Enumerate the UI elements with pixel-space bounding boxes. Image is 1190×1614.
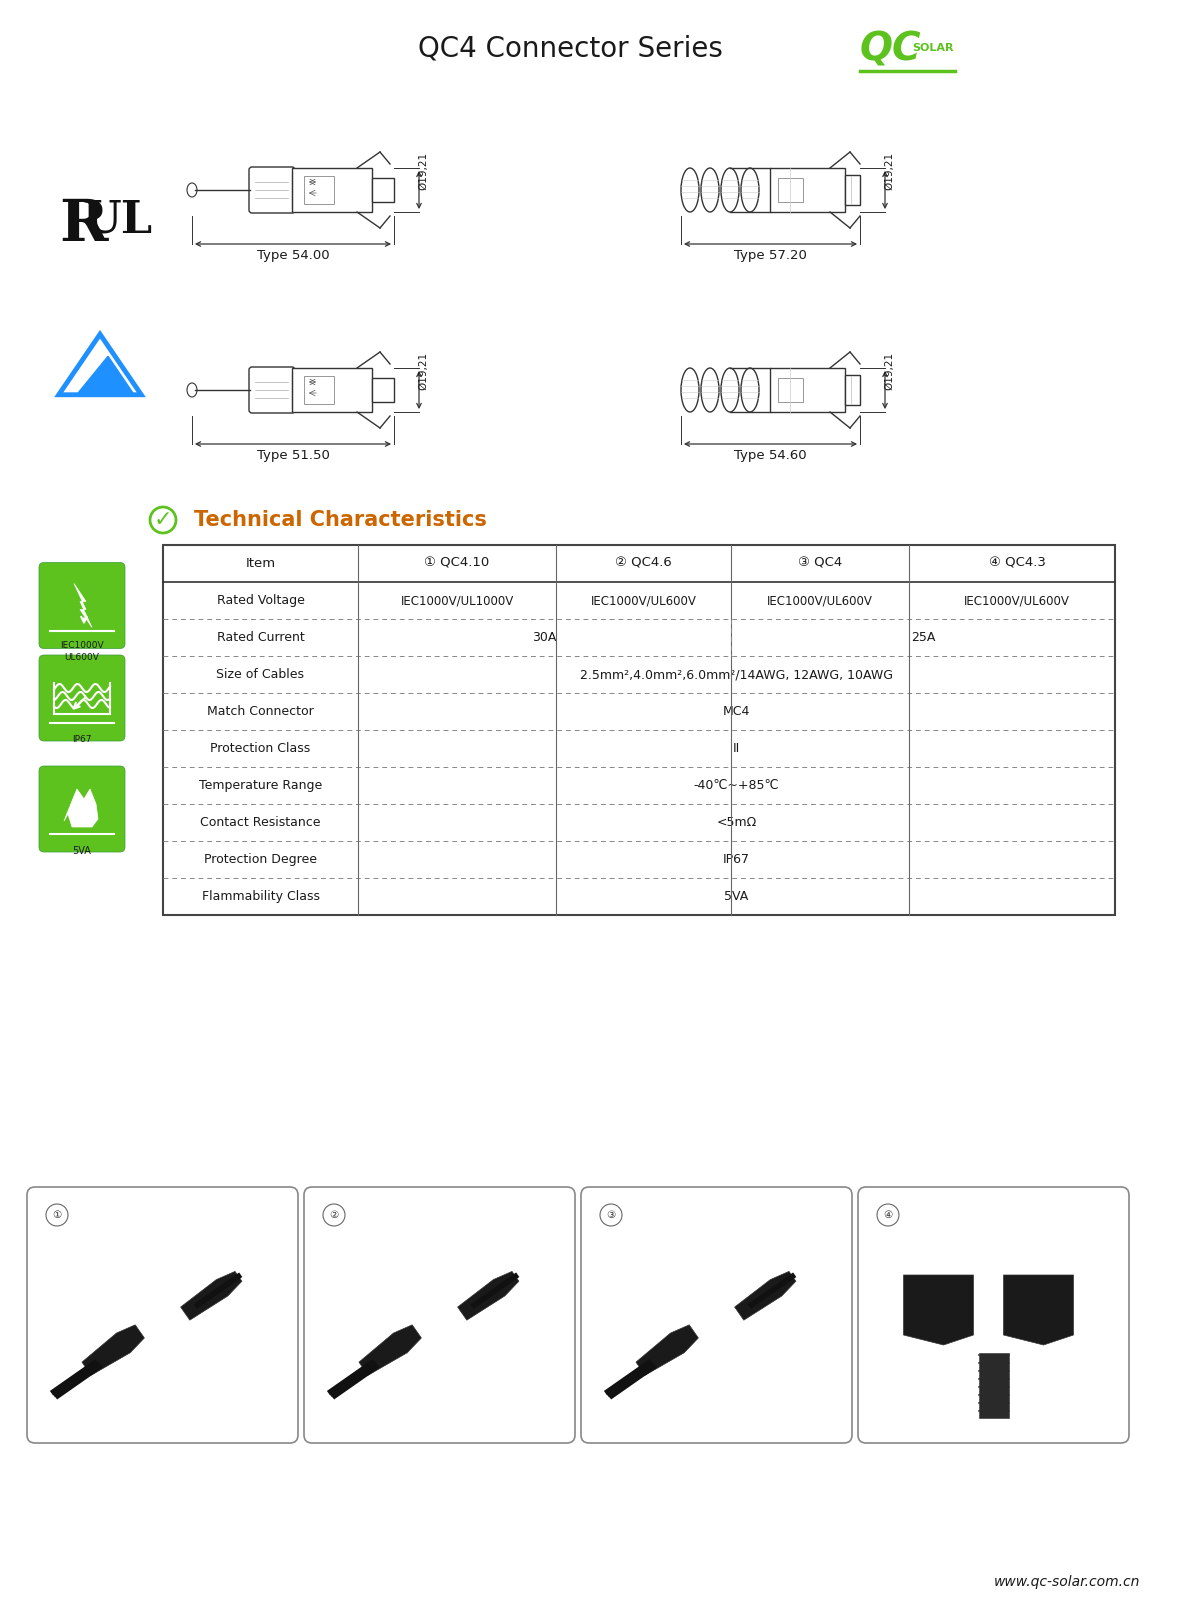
Text: IP67: IP67 <box>724 854 750 867</box>
Text: Type 57.20: Type 57.20 <box>734 249 807 261</box>
Text: Ø19,21: Ø19,21 <box>418 152 428 190</box>
Text: R: R <box>58 197 107 253</box>
Text: Item: Item <box>245 557 276 570</box>
Text: -40℃~+85℃: -40℃~+85℃ <box>694 780 779 792</box>
FancyBboxPatch shape <box>39 655 125 741</box>
Bar <box>303 176 334 203</box>
Text: IEC1000V/UL1000V: IEC1000V/UL1000V <box>400 594 514 607</box>
Text: QC4 Connector Series: QC4 Connector Series <box>418 34 722 61</box>
Text: IEC1000V/UL600V: IEC1000V/UL600V <box>964 594 1070 607</box>
Text: II: II <box>733 742 740 755</box>
Polygon shape <box>359 1325 421 1375</box>
Polygon shape <box>458 1272 519 1320</box>
Text: Ø19,21: Ø19,21 <box>884 152 894 190</box>
Text: ③: ③ <box>607 1210 615 1220</box>
Text: 5VA: 5VA <box>725 889 749 902</box>
Text: Ø19,21: Ø19,21 <box>884 352 894 391</box>
FancyBboxPatch shape <box>581 1186 852 1443</box>
FancyBboxPatch shape <box>27 1186 298 1443</box>
Ellipse shape <box>681 168 699 211</box>
Text: UL: UL <box>83 199 154 242</box>
Text: Type 51.50: Type 51.50 <box>257 449 330 462</box>
Ellipse shape <box>721 168 739 211</box>
Text: <5mΩ: <5mΩ <box>716 817 757 830</box>
Text: Technical Characteristics: Technical Characteristics <box>194 510 487 529</box>
Text: 30A: 30A <box>532 631 557 644</box>
Polygon shape <box>181 1272 242 1320</box>
Bar <box>778 178 803 202</box>
FancyBboxPatch shape <box>249 166 295 213</box>
Text: ④ QC4.3: ④ QC4.3 <box>989 557 1046 570</box>
Bar <box>292 368 372 412</box>
Bar <box>778 378 803 402</box>
Ellipse shape <box>721 368 739 412</box>
Ellipse shape <box>187 182 198 197</box>
Text: Type 54.60: Type 54.60 <box>734 449 807 462</box>
Bar <box>372 178 394 202</box>
Polygon shape <box>903 1275 973 1344</box>
Text: Protection Degree: Protection Degree <box>203 854 317 867</box>
FancyBboxPatch shape <box>303 1186 575 1443</box>
Text: ✓: ✓ <box>154 510 173 529</box>
Text: Match Connector: Match Connector <box>207 705 314 718</box>
Text: Type 54.00: Type 54.00 <box>257 249 330 261</box>
Text: ④: ④ <box>883 1210 892 1220</box>
Text: IP67: IP67 <box>73 734 92 744</box>
Text: Rated Current: Rated Current <box>217 631 305 644</box>
Ellipse shape <box>701 368 719 412</box>
FancyBboxPatch shape <box>39 563 125 649</box>
Bar <box>770 168 845 211</box>
Polygon shape <box>82 1325 144 1375</box>
Text: Size of Cables: Size of Cables <box>217 668 305 681</box>
Text: SOLAR: SOLAR <box>912 44 953 53</box>
Bar <box>372 378 394 402</box>
Text: ② QC4.6: ② QC4.6 <box>615 557 672 570</box>
Ellipse shape <box>187 383 198 397</box>
Text: IEC1000V: IEC1000V <box>61 641 104 650</box>
Text: Contact Resistance: Contact Resistance <box>200 817 321 830</box>
Text: 25A: 25A <box>910 631 935 644</box>
Text: Protection Class: Protection Class <box>211 742 311 755</box>
Polygon shape <box>79 357 133 394</box>
Text: UL600V: UL600V <box>64 654 100 662</box>
Text: Temperature Range: Temperature Range <box>199 780 322 792</box>
Bar <box>845 374 860 405</box>
FancyBboxPatch shape <box>39 767 125 852</box>
FancyBboxPatch shape <box>249 366 295 413</box>
Ellipse shape <box>741 368 759 412</box>
Bar <box>163 546 1115 915</box>
Text: Rated Voltage: Rated Voltage <box>217 594 305 607</box>
Text: QC: QC <box>860 31 921 68</box>
Text: MC4: MC4 <box>722 705 750 718</box>
Text: ②: ② <box>330 1210 339 1220</box>
Bar <box>303 376 334 404</box>
Bar <box>978 1353 1008 1419</box>
FancyBboxPatch shape <box>858 1186 1129 1443</box>
Text: IEC1000V/UL600V: IEC1000V/UL600V <box>768 594 873 607</box>
Polygon shape <box>1003 1275 1073 1344</box>
Ellipse shape <box>741 168 759 211</box>
Text: Flammability Class: Flammability Class <box>201 889 319 902</box>
Polygon shape <box>74 584 92 628</box>
Text: 5VA: 5VA <box>73 846 92 855</box>
Bar <box>845 174 860 205</box>
Ellipse shape <box>681 368 699 412</box>
Text: ③ QC4: ③ QC4 <box>797 557 843 570</box>
Polygon shape <box>635 1325 699 1375</box>
Bar <box>292 168 372 211</box>
Polygon shape <box>64 789 98 826</box>
Text: ① QC4.10: ① QC4.10 <box>425 557 489 570</box>
Ellipse shape <box>701 168 719 211</box>
Text: Ø19,21: Ø19,21 <box>418 352 428 391</box>
Text: IEC1000V/UL600V: IEC1000V/UL600V <box>590 594 696 607</box>
Bar <box>770 368 845 412</box>
Text: www.qc-solar.com.cn: www.qc-solar.com.cn <box>994 1575 1140 1590</box>
Text: ①: ① <box>52 1210 62 1220</box>
Text: 2.5mm²,4.0mm²,6.0mm²/14AWG, 12AWG, 10AWG: 2.5mm²,4.0mm²,6.0mm²/14AWG, 12AWG, 10AWG <box>580 668 892 681</box>
Polygon shape <box>734 1272 796 1320</box>
